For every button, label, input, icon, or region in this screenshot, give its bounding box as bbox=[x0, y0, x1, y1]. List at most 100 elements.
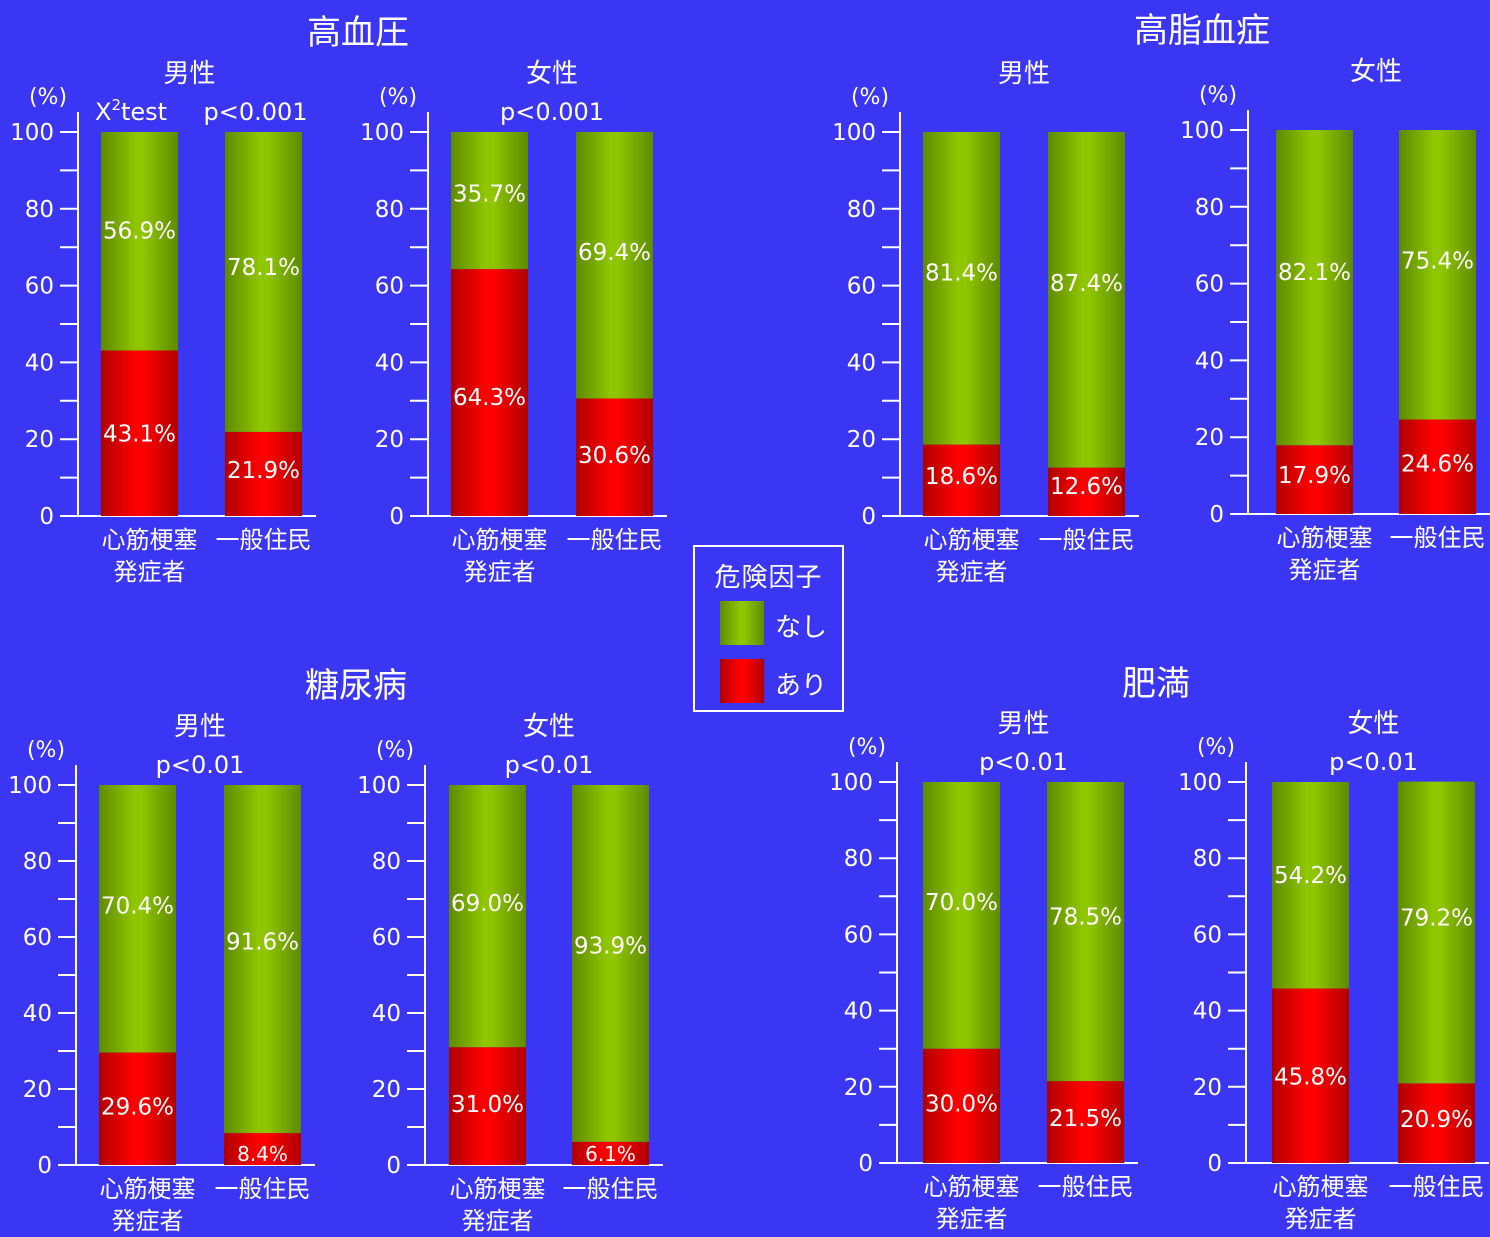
y-tick-label: 100 bbox=[360, 120, 404, 146]
data-label-present: 8.4% bbox=[237, 1142, 288, 1166]
data-label-absent: 82.1% bbox=[1278, 260, 1351, 286]
y-tick-label: 0 bbox=[1209, 502, 1224, 528]
y-tick-label: 80 bbox=[847, 197, 876, 223]
y-tick-label: 0 bbox=[858, 1151, 873, 1177]
y-tick-label: 40 bbox=[1195, 348, 1224, 374]
data-label-absent: 54.2% bbox=[1274, 863, 1347, 889]
data-label-absent: 75.4% bbox=[1401, 248, 1474, 274]
y-tick-label: 60 bbox=[23, 925, 52, 951]
bar-present bbox=[923, 1048, 1000, 1163]
data-label-present: 45.8% bbox=[1274, 1064, 1347, 1090]
panel-title: 糖尿病 bbox=[305, 666, 407, 706]
y-tick-label: 20 bbox=[1193, 1075, 1222, 1101]
bar-absent bbox=[1047, 782, 1124, 1082]
y-tick-label: 20 bbox=[847, 427, 876, 453]
bar-absent bbox=[923, 782, 1000, 1049]
legend-label-present: あり bbox=[775, 671, 828, 701]
y-axis-label: (%) bbox=[1199, 83, 1237, 108]
y-tick-label: 20 bbox=[1195, 425, 1224, 451]
category-label: 一般住民 bbox=[1390, 524, 1486, 552]
y-tick-label: 80 bbox=[375, 197, 404, 223]
panel-subtitle: 女性 bbox=[523, 712, 575, 742]
category-label: 一般住民 bbox=[216, 526, 312, 554]
legend: 危険因子 なし あり bbox=[693, 545, 844, 712]
y-tick-label: 60 bbox=[372, 925, 401, 951]
y-tick-label: 100 bbox=[8, 773, 52, 799]
data-label-absent: 81.4% bbox=[925, 261, 998, 287]
category-label: 一般住民 bbox=[1039, 526, 1135, 554]
y-tick-label: 100 bbox=[832, 120, 876, 146]
bar-absent bbox=[1276, 130, 1353, 446]
data-label-absent: 87.4% bbox=[1050, 271, 1123, 297]
bar-present bbox=[1398, 1083, 1475, 1163]
data-label-present: 18.6% bbox=[925, 464, 998, 490]
bar-present bbox=[1047, 1081, 1124, 1163]
category-label: 発症者 bbox=[936, 1205, 1008, 1233]
y-tick-label: 40 bbox=[375, 350, 404, 376]
bar-absent bbox=[1048, 132, 1125, 468]
y-axis-label: (%) bbox=[29, 85, 67, 110]
data-label-present: 31.0% bbox=[451, 1092, 524, 1118]
bar-absent bbox=[572, 785, 649, 1142]
p-value: p<0.01 bbox=[979, 748, 1068, 776]
category-label: 一般住民 bbox=[567, 526, 663, 554]
y-tick-label: 0 bbox=[389, 504, 404, 530]
y-tick-label: 40 bbox=[372, 1001, 401, 1027]
legend-swatch-absent bbox=[720, 601, 764, 645]
y-axis-label: (%) bbox=[1197, 735, 1235, 760]
data-label-absent: 70.4% bbox=[101, 893, 174, 919]
bar-present bbox=[451, 269, 528, 516]
category-label: 発症者 bbox=[1285, 1205, 1357, 1233]
p-value: p<0.001 bbox=[500, 98, 604, 126]
panel-title: 高脂血症 bbox=[1134, 11, 1270, 51]
bar-present bbox=[101, 350, 178, 516]
y-tick-label: 20 bbox=[844, 1075, 873, 1101]
y-tick-label: 20 bbox=[372, 1077, 401, 1103]
bar-absent bbox=[576, 132, 653, 399]
bar-present bbox=[1272, 988, 1349, 1163]
panel-title: 高血圧 bbox=[307, 13, 409, 53]
bar-present bbox=[572, 1141, 649, 1165]
bar-present bbox=[1048, 467, 1125, 516]
data-label-present: 6.1% bbox=[585, 1142, 636, 1166]
bar-absent bbox=[449, 785, 526, 1048]
y-tick-label: 80 bbox=[25, 197, 54, 223]
category-label: 心筋梗塞 bbox=[450, 1175, 546, 1203]
bar-present bbox=[449, 1047, 526, 1165]
y-tick-label: 20 bbox=[375, 427, 404, 453]
y-tick-label: 60 bbox=[25, 274, 54, 300]
data-label-present: 24.6% bbox=[1401, 451, 1474, 477]
bar-absent bbox=[1399, 130, 1476, 420]
category-label: 発症者 bbox=[1289, 556, 1361, 584]
panel-subtitle: 男性 bbox=[174, 712, 226, 742]
bar-absent bbox=[451, 132, 528, 270]
y-tick-label: 60 bbox=[1193, 922, 1222, 948]
y-axis-label: (%) bbox=[379, 85, 417, 110]
data-label-present: 64.3% bbox=[453, 385, 526, 411]
bar-present bbox=[225, 431, 302, 516]
y-tick-label: 60 bbox=[375, 274, 404, 300]
data-label-present: 21.9% bbox=[227, 458, 300, 484]
data-label-absent: 69.0% bbox=[451, 891, 524, 917]
bar-absent bbox=[1398, 781, 1475, 1084]
category-label: 一般住民 bbox=[215, 1175, 311, 1203]
data-label-absent: 78.5% bbox=[1049, 905, 1122, 931]
y-tick-label: 20 bbox=[25, 427, 54, 453]
category-label: 一般住民 bbox=[563, 1175, 659, 1203]
y-tick-label: 0 bbox=[861, 504, 876, 530]
panel-subtitle: 男性 bbox=[997, 709, 1049, 739]
data-label-absent: 69.4% bbox=[578, 240, 651, 266]
y-tick-label: 100 bbox=[829, 770, 873, 796]
panel-subtitle: 女性 bbox=[526, 59, 578, 89]
panel-subtitle: 男性 bbox=[163, 59, 215, 89]
panel-title: 肥満 bbox=[1122, 664, 1190, 704]
y-axis-label: (%) bbox=[376, 738, 414, 763]
bar-present bbox=[224, 1133, 301, 1165]
bar-absent bbox=[99, 785, 176, 1053]
y-tick-label: 60 bbox=[847, 274, 876, 300]
data-label-absent: 70.0% bbox=[925, 890, 998, 916]
data-label-present: 30.0% bbox=[925, 1092, 998, 1118]
y-tick-label: 80 bbox=[844, 846, 873, 872]
legend-label-absent: なし bbox=[775, 613, 828, 643]
